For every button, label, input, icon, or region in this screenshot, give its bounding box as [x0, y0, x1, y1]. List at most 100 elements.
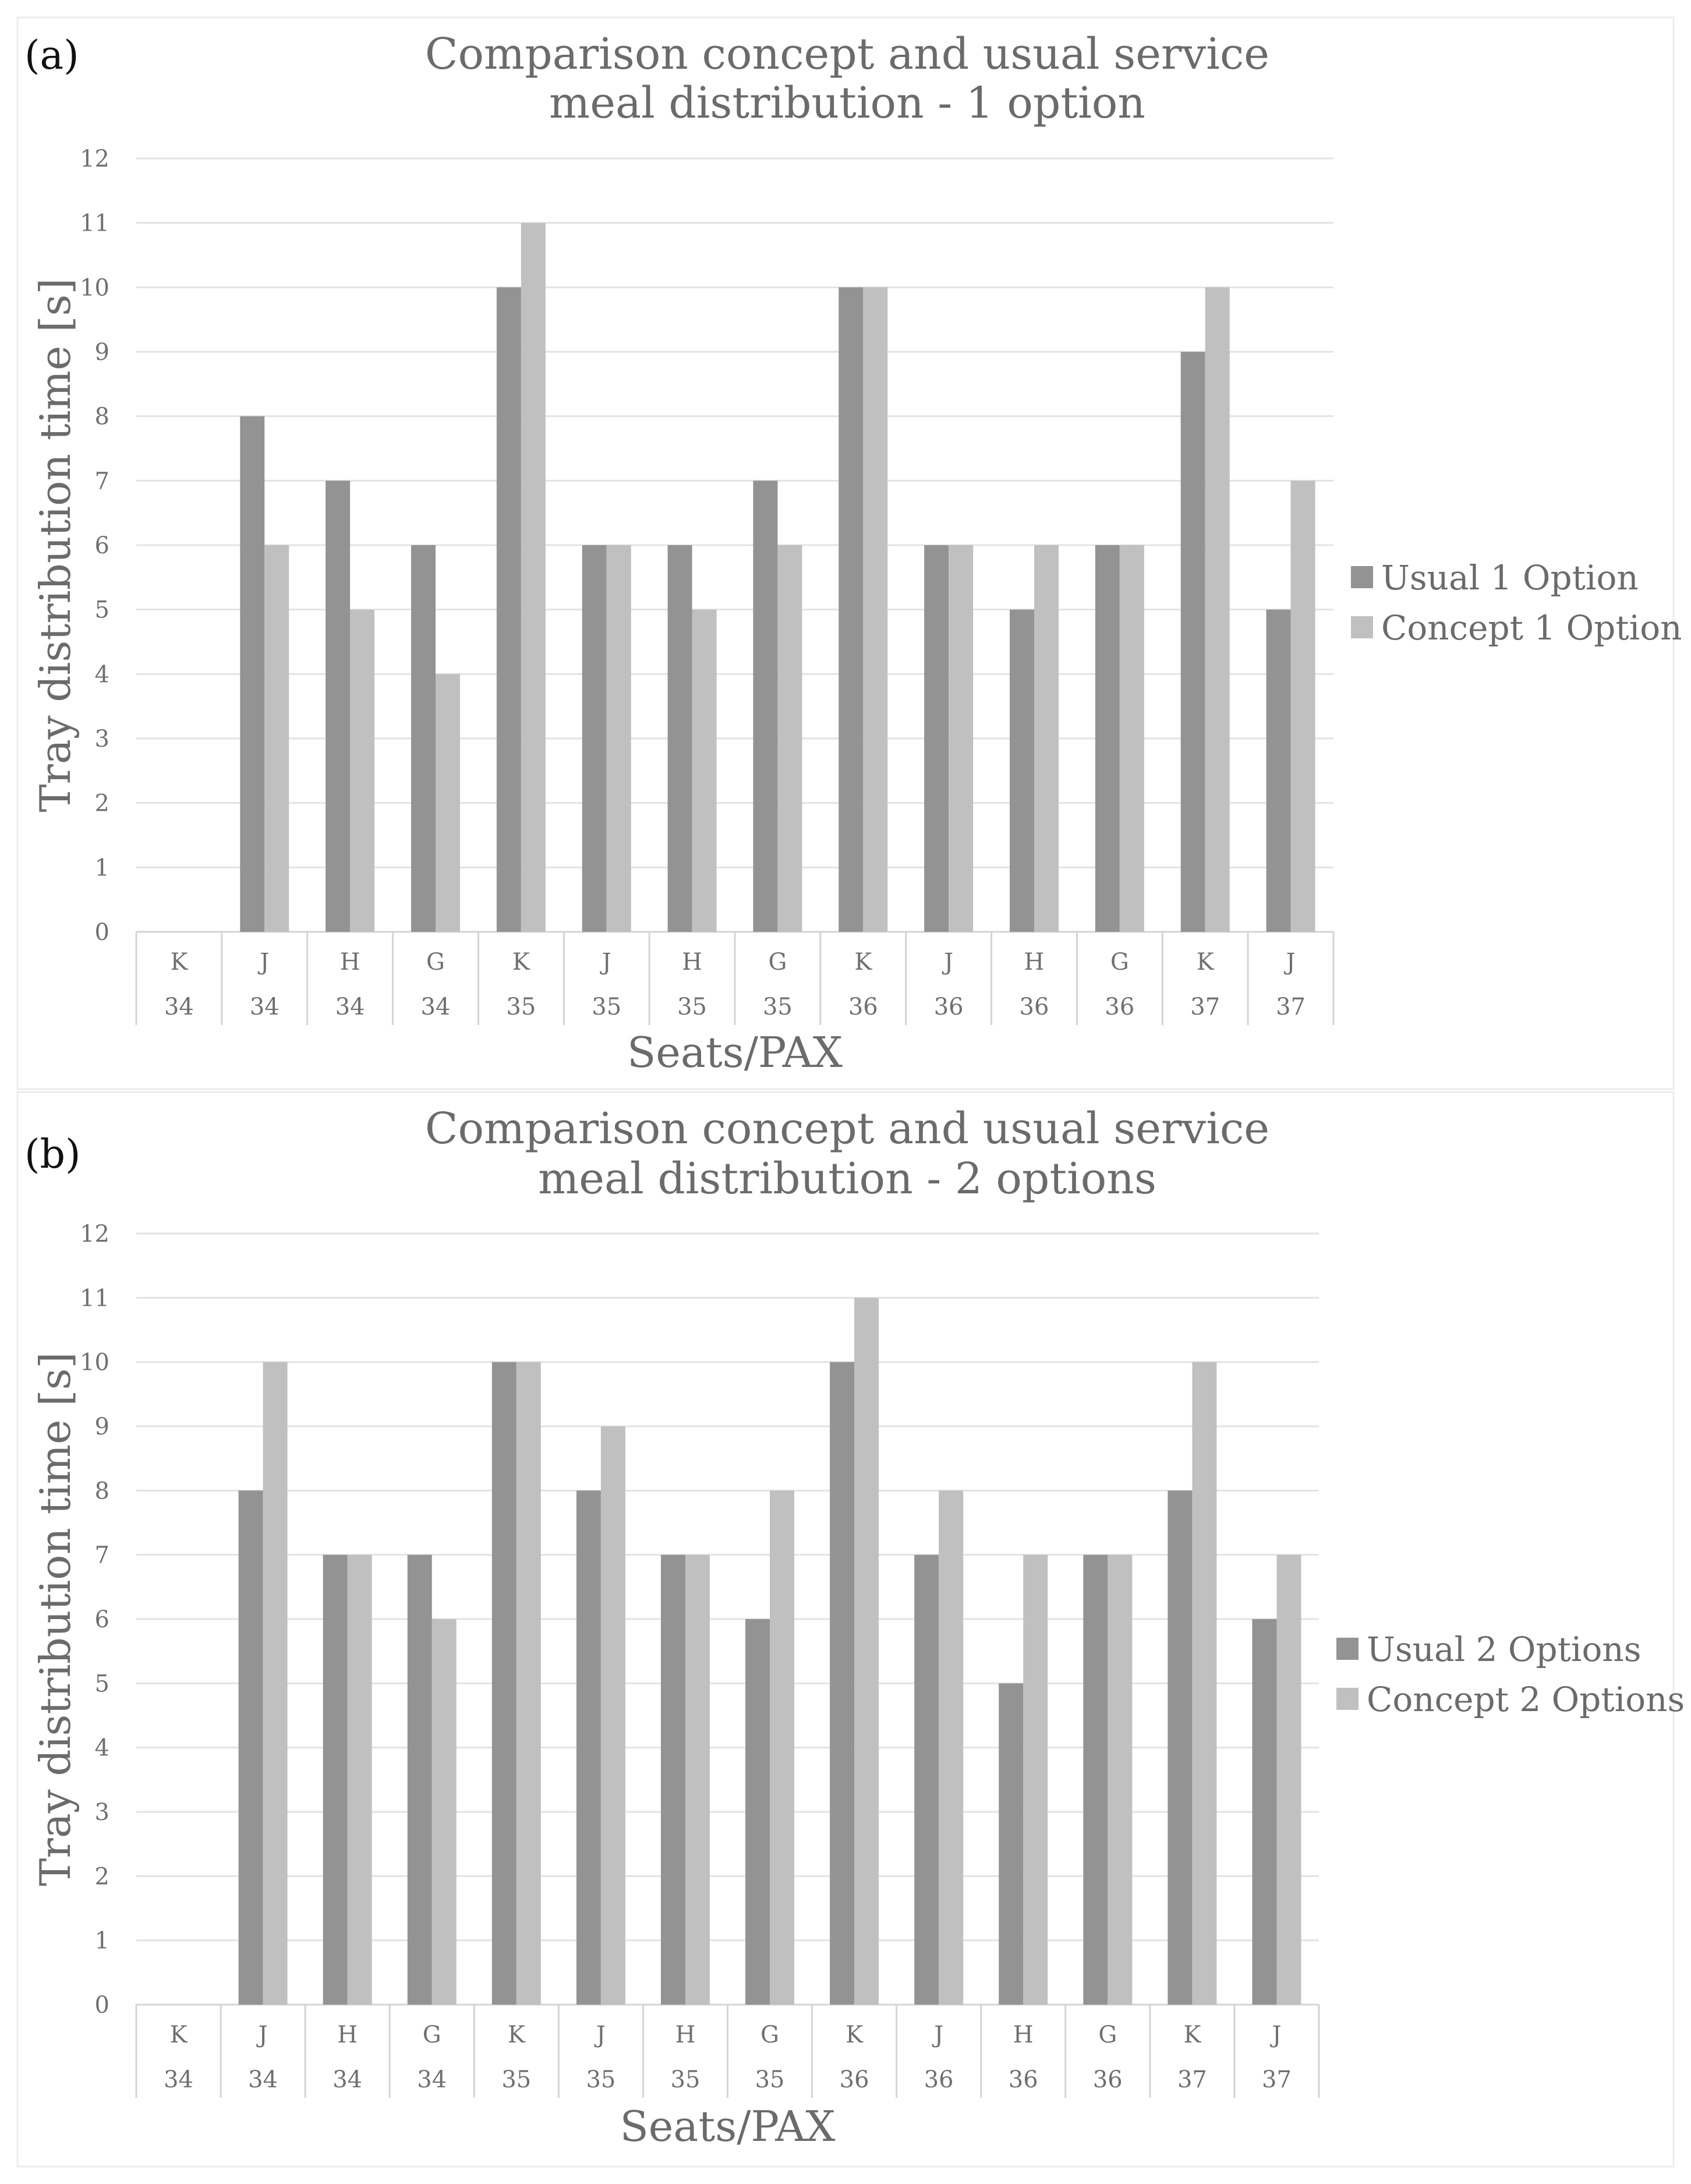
x-tick-label-row: 35	[677, 994, 707, 1020]
x-tick-label-seat: K	[170, 2022, 188, 2048]
panel-label: (b)	[24, 1132, 81, 1178]
x-tick-label-row: 35	[755, 2066, 785, 2093]
legend-swatch	[1336, 1688, 1359, 1710]
bar	[777, 545, 802, 932]
panel-frame	[16, 16, 1675, 1090]
bar	[685, 1554, 710, 2005]
legend-label: Concept 1 Option	[1381, 608, 1682, 648]
bar	[1108, 1554, 1133, 2005]
legend-label: Usual 1 Option	[1381, 558, 1639, 598]
legend-label: Concept 2 Options	[1367, 1680, 1685, 1719]
x-tick-label-row: 36	[1105, 994, 1134, 1020]
x-tick-label-seat: G	[760, 2022, 779, 2048]
x-tick-label-seat: G	[426, 949, 445, 976]
x-tick-label-seat: K	[170, 949, 188, 976]
x-tick-label-row: 35	[501, 2066, 531, 2093]
bar	[745, 1619, 770, 2005]
bar	[1290, 480, 1315, 932]
bar	[431, 1619, 457, 2005]
y-tick-label: 3	[95, 726, 109, 752]
bar	[521, 222, 546, 932]
panel-frame	[16, 1091, 1675, 2168]
x-tick-label-seat: G	[423, 2022, 441, 2048]
y-tick-label: 12	[80, 1221, 109, 1248]
bar	[770, 1490, 795, 2005]
x-tick-label-seat: K	[1183, 2022, 1201, 2048]
y-tick-label: 9	[95, 339, 109, 366]
bar	[436, 674, 460, 932]
y-tick-label: 10	[80, 274, 109, 301]
bar	[240, 416, 265, 932]
y-tick-label: 6	[95, 1606, 109, 1633]
x-tick-label-seat: H	[675, 2022, 696, 2048]
x-tick-label-row: 35	[592, 994, 621, 1020]
x-tick-label-row: 37	[1276, 994, 1306, 1020]
y-tick-label: 3	[95, 1799, 109, 1826]
bar	[914, 1554, 939, 2005]
x-tick-label-seat: K	[845, 2022, 864, 2048]
x-tick-label-seat: J	[600, 949, 611, 976]
bar	[1095, 545, 1120, 932]
x-tick-label-row: 36	[1093, 2066, 1123, 2093]
x-tick-label-seat: K	[854, 949, 872, 976]
bar	[830, 1362, 855, 2005]
x-tick-label-row: 36	[1020, 994, 1049, 1020]
x-tick-label-row: 36	[924, 2066, 954, 2093]
x-tick-label-seat: H	[682, 949, 702, 976]
bar	[949, 545, 974, 932]
x-tick-label-seat: J	[1284, 949, 1296, 976]
y-tick-label: 9	[95, 1413, 109, 1440]
legend-label: Usual 2 Options	[1367, 1630, 1641, 1669]
x-tick-label-seat: H	[340, 949, 360, 976]
bar	[347, 1554, 372, 2005]
x-tick-label-row: 35	[763, 994, 793, 1020]
legend-swatch	[1351, 566, 1373, 588]
bar	[939, 1490, 964, 2005]
y-tick-label: 12	[80, 146, 109, 172]
chart-title: meal distribution - 2 options	[538, 1154, 1156, 1204]
x-tick-label-row: 34	[417, 2066, 447, 2093]
bar	[238, 1490, 263, 2005]
y-tick-label: 2	[95, 790, 109, 817]
x-tick-label-row: 34	[248, 2066, 278, 2093]
x-tick-label-row: 35	[586, 2066, 615, 2093]
bar	[326, 480, 351, 932]
x-tick-label-seat: K	[1197, 949, 1215, 976]
x-tick-label-seat: J	[594, 2022, 606, 2048]
y-tick-label: 1	[95, 854, 109, 881]
chart-title: Comparison concept and usual service	[425, 1104, 1269, 1154]
y-tick-label: 7	[95, 1542, 109, 1569]
y-tick-label: 10	[80, 1349, 109, 1376]
bar	[1168, 1490, 1193, 2005]
x-tick-label-seat: H	[1024, 949, 1045, 976]
x-tick-label-row: 34	[250, 994, 280, 1020]
y-tick-label: 1	[95, 1928, 109, 1955]
x-tick-label-row: 35	[671, 2066, 701, 2093]
x-axis-title: Seats/PAX	[620, 2102, 835, 2151]
bar	[407, 1554, 432, 2005]
y-tick-label: 2	[95, 1863, 109, 1890]
x-tick-label-row: 34	[164, 994, 194, 1020]
x-tick-label-seat: J	[1269, 2022, 1281, 2048]
chart-panel-b: (b) Comparison concept and usual servicem…	[16, 1091, 1685, 2168]
x-tick-label-row: 37	[1177, 2066, 1207, 2093]
bar	[264, 545, 289, 932]
bar	[839, 287, 864, 932]
x-tick-label-seat: G	[1110, 949, 1129, 976]
x-tick-label-seat: J	[942, 949, 953, 976]
bar	[323, 1554, 348, 2005]
x-tick-label-row: 34	[421, 994, 451, 1020]
y-tick-label: 0	[95, 919, 109, 946]
bar	[854, 1298, 879, 2005]
bar	[600, 1426, 625, 2005]
y-tick-label: 6	[95, 532, 109, 559]
y-axis-title: Tray distribution time [s]	[31, 278, 80, 812]
bar	[1083, 1554, 1108, 2005]
bar	[606, 545, 631, 932]
x-tick-label-row: 36	[840, 2066, 869, 2093]
chart-title: meal distribution - 1 option	[549, 78, 1145, 128]
bar	[1192, 1362, 1217, 2005]
legend-swatch	[1336, 1638, 1359, 1660]
x-tick-label-seat: J	[256, 2022, 268, 2048]
